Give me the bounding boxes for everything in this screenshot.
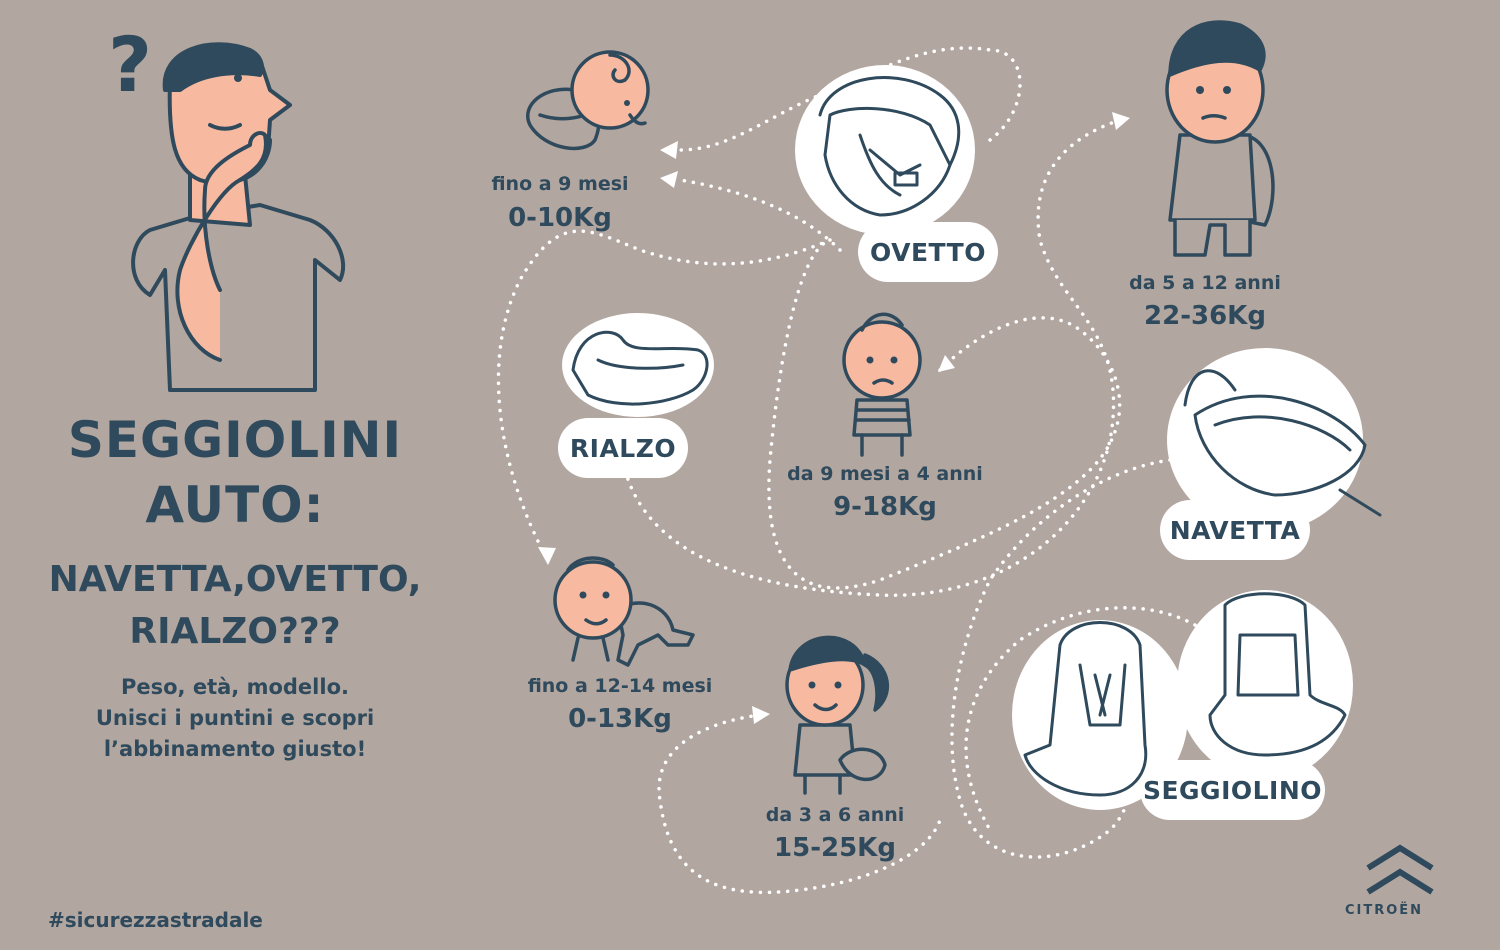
crawler-age-label: fino a 12-14 mesi: [527, 675, 713, 697]
path-toddler-loop: [767, 238, 1122, 590]
arrow-head-2: [660, 171, 678, 188]
navetta-label-bubble: [1160, 500, 1310, 560]
headline-line-2: AUTO:: [145, 476, 325, 534]
schoolboy-icon: [1165, 20, 1275, 257]
path-schoolboy-rialzo: [623, 118, 1122, 597]
crawler-weight-label: 0-13Kg: [568, 704, 672, 734]
question-mark-icon: ?: [108, 20, 153, 109]
path-ovetto-crawler: [496, 229, 832, 557]
schoolboy-weight-label: 22-36Kg: [1144, 301, 1266, 331]
hashtag-text: #sicurezzastradale: [48, 908, 263, 932]
seggiolino-label-bubble: [1140, 760, 1325, 820]
rialzo-label-bubble: [558, 418, 688, 478]
seggiolino-seat-icon: [1012, 590, 1353, 810]
schoolboy-age-label: da 5 a 12 anni: [1129, 272, 1281, 294]
girl-icon: [785, 635, 890, 795]
path-navetta-seggiolino: [950, 458, 1172, 859]
girl-age-label: da 3 a 6 anni: [765, 804, 905, 826]
toddler-icon: [842, 312, 922, 457]
rialzo-seat-icon: [562, 313, 714, 417]
headline-line-1: SEGGIOLINI: [67, 411, 403, 469]
citroen-logo-icon: [1366, 844, 1434, 895]
arrow-head-5: [538, 547, 556, 565]
thinking-man-icon: [131, 42, 346, 392]
toddler-weight-label: 9-18Kg: [833, 492, 937, 522]
intro-line-1: Peso, età, modello.: [121, 675, 349, 699]
arrow-head-6: [752, 706, 770, 724]
arrow-head-1: [660, 141, 678, 159]
seggiolino-label: SEGGIOLINO: [1142, 776, 1323, 805]
intro-line-2: Unisci i puntini e scopri: [95, 706, 375, 730]
headline-line-4: RIALZO???: [129, 611, 341, 652]
ovetto-seat-icon: [795, 65, 975, 235]
arrow-head-3: [1112, 112, 1130, 130]
path-girl-loop: [657, 713, 942, 895]
path-ovetto-newborn2: [678, 178, 842, 252]
path-ovetto-newborn: [678, 46, 1022, 152]
intro-line-3: l’abbinamento giusto!: [103, 737, 367, 761]
path-seggiolino-up: [964, 606, 1197, 832]
arrow-head-4: [938, 355, 955, 372]
crawling-baby-icon: [553, 556, 695, 667]
headline-line-3: NAVETTA,OVETTO,: [48, 559, 422, 600]
newborn-baby-icon: [526, 50, 650, 151]
newborn-age-label: fino a 9 mesi: [491, 173, 629, 195]
navetta-seat-icon: [1167, 348, 1382, 532]
brand-name: CITROËN: [1345, 903, 1424, 918]
rialzo-label: RIALZO: [569, 434, 677, 463]
ovetto-label-bubble: [858, 222, 998, 282]
toddler-age-label: da 9 mesi a 4 anni: [787, 463, 983, 485]
ovetto-label: OVETTO: [870, 238, 986, 267]
navetta-label: NAVETTA: [1169, 516, 1301, 545]
girl-weight-label: 15-25Kg: [774, 833, 896, 863]
newborn-weight-label: 0-10Kg: [508, 203, 612, 233]
